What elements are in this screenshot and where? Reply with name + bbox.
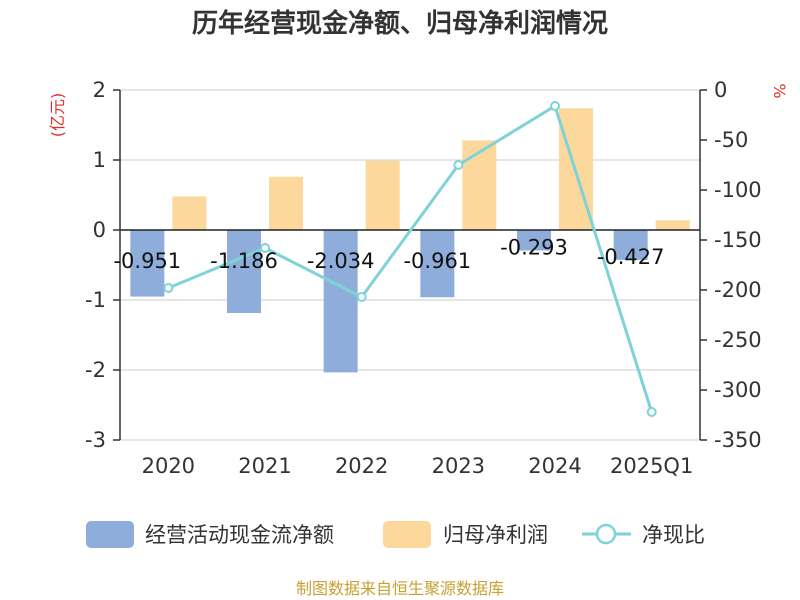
right-tick-label: -350 bbox=[714, 428, 762, 452]
bar-cashflow[interactable] bbox=[130, 230, 165, 297]
right-tick-label: 0 bbox=[714, 78, 727, 102]
x-tick-label: 2021 bbox=[238, 454, 291, 478]
legend-marker-ratio bbox=[595, 523, 617, 545]
legend-item-profit[interactable]: 归母净利润 bbox=[383, 521, 548, 548]
bar-cashflow[interactable] bbox=[227, 230, 261, 314]
line-ratio bbox=[167, 104, 654, 413]
bar-profit[interactable] bbox=[269, 176, 303, 230]
data-label-cashflow: -0.293 bbox=[500, 236, 568, 260]
bar-cashflow[interactable] bbox=[613, 230, 648, 260]
legend: 经营活动现金流净额 归母净利润 净现比 bbox=[86, 521, 705, 548]
line-layer bbox=[163, 101, 657, 417]
point-ratio[interactable] bbox=[356, 292, 367, 302]
x-tick-label: 2023 bbox=[432, 454, 485, 478]
legend-label-cashflow: 经营活动现金流净额 bbox=[145, 523, 334, 547]
right-axis-unit: % bbox=[770, 83, 789, 98]
bar-profit[interactable] bbox=[655, 220, 690, 230]
legend-item-cashflow[interactable]: 经营活动现金流净额 bbox=[86, 521, 334, 548]
left-tick-label: 2 bbox=[93, 78, 106, 102]
data-labels-layer: -0.951 -1.186 -2.034 -0.961 -0.293 -0.427 bbox=[113, 236, 664, 273]
legend-item-ratio[interactable]: 净现比 bbox=[582, 523, 705, 547]
left-axis-unit: (亿元) bbox=[48, 93, 67, 138]
data-label-cashflow: -1.186 bbox=[210, 249, 278, 273]
legend-swatch-cashflow bbox=[86, 521, 134, 548]
x-tick-label: 2020 bbox=[142, 454, 195, 478]
point-ratio[interactable] bbox=[260, 243, 270, 253]
x-tick-label: 2024 bbox=[528, 454, 581, 478]
right-tick-label: -300 bbox=[714, 378, 762, 402]
x-tick-label: 2025Q1 bbox=[610, 454, 693, 478]
x-tick-label: 2022 bbox=[335, 454, 388, 478]
left-tick-label: -1 bbox=[85, 288, 106, 312]
bars-layer bbox=[130, 108, 690, 373]
data-label-cashflow: -0.951 bbox=[113, 249, 181, 273]
bar-cashflow[interactable] bbox=[323, 230, 358, 373]
chart-title: 历年经营现金净额、归母净利润情况 bbox=[192, 8, 608, 39]
legend-swatch-profit bbox=[383, 521, 431, 548]
axes-layer: 2 1 0 -1 -2 -3 0 -50 -100 -150 -200 -250 -300 -350 202… bbox=[85, 78, 762, 478]
left-tick-label: 0 bbox=[93, 218, 106, 242]
right-tick-label: -250 bbox=[714, 328, 762, 352]
legend-label-profit: 归母净利润 bbox=[443, 523, 548, 547]
legend-label-ratio: 净现比 bbox=[642, 523, 705, 547]
right-tick-label: -200 bbox=[714, 278, 762, 302]
right-tick-label: -150 bbox=[714, 228, 762, 252]
point-ratio[interactable] bbox=[453, 160, 464, 170]
bar-cashflow[interactable] bbox=[420, 230, 455, 298]
right-tick-label: -100 bbox=[714, 178, 762, 202]
point-ratio[interactable] bbox=[646, 407, 657, 417]
left-tick-label: 1 bbox=[93, 148, 106, 172]
point-ratio[interactable] bbox=[163, 283, 174, 293]
data-label-cashflow: -0.961 bbox=[403, 249, 471, 273]
grid-lines bbox=[120, 89, 700, 441]
source-note: 制图数据来自恒生聚源数据库 bbox=[296, 579, 504, 598]
bar-cashflow[interactable] bbox=[517, 230, 551, 251]
left-tick-label: -3 bbox=[85, 428, 106, 452]
data-label-cashflow: -2.034 bbox=[307, 249, 375, 273]
point-ratio[interactable] bbox=[550, 101, 560, 111]
bar-profit[interactable] bbox=[172, 196, 207, 230]
bar-profit[interactable] bbox=[365, 160, 400, 230]
data-label-cashflow: -0.427 bbox=[597, 245, 665, 269]
left-tick-label: -2 bbox=[85, 358, 106, 382]
bar-profit[interactable] bbox=[462, 140, 497, 230]
right-tick-label: -50 bbox=[714, 128, 748, 152]
